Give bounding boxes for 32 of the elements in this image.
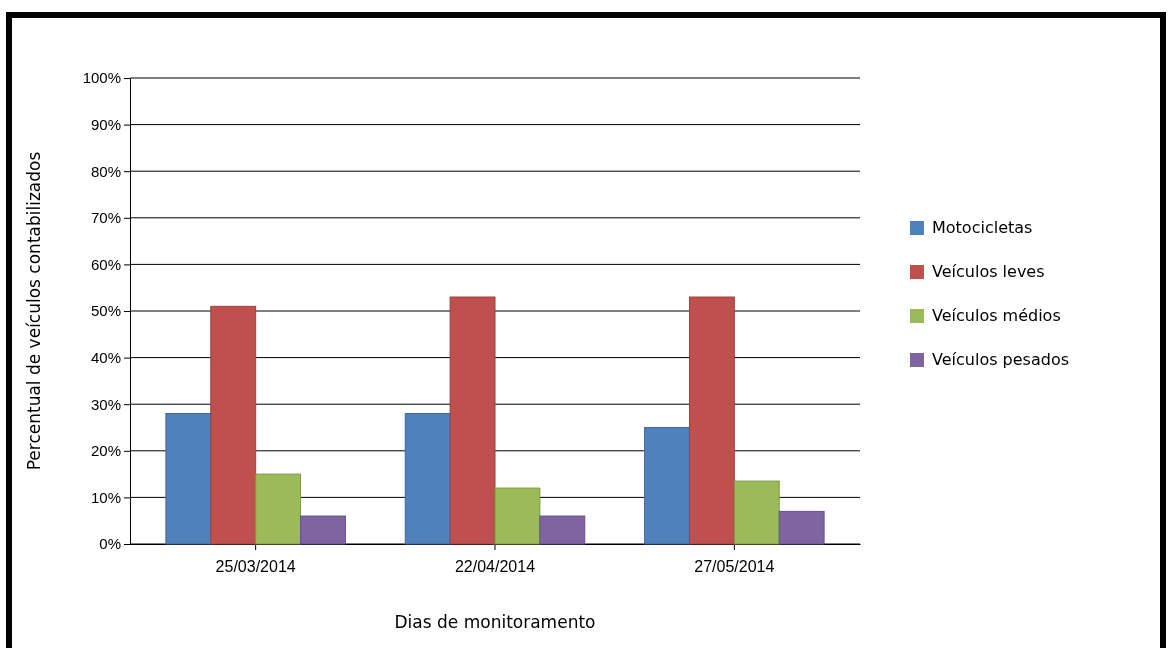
bar — [733, 480, 780, 545]
bar — [210, 305, 257, 545]
y-tick-label: 90% — [90, 115, 121, 133]
y-tick-label: 10% — [90, 488, 121, 506]
y-axis-title: Percentual de veículos contabilizados — [24, 151, 44, 471]
y-tick-label: 100% — [82, 69, 121, 87]
y-tick-label: 0% — [99, 535, 121, 553]
x-axis-title: Dias de monitoramento — [394, 612, 596, 632]
y-tick-label: 70% — [90, 209, 121, 227]
y-tick-label: 80% — [90, 162, 121, 180]
bar — [255, 473, 302, 545]
bar — [449, 296, 496, 545]
y-tick-label: 40% — [90, 348, 121, 366]
bar — [688, 296, 735, 545]
bar — [494, 487, 541, 545]
legend-label: Veículos leves — [932, 262, 1045, 281]
x-tick-label: 25/03/2014 — [215, 558, 296, 576]
legend-label: Veículos médios — [932, 306, 1061, 325]
y-tick-label: 20% — [90, 442, 121, 460]
legend-label: Veículos pesados — [932, 350, 1070, 369]
bar — [539, 515, 586, 545]
x-tick-label: 22/04/2014 — [454, 558, 536, 576]
legend-label: Motocicletas — [932, 218, 1033, 237]
y-tick-label: 60% — [90, 255, 121, 273]
x-tick-label: 27/05/2014 — [694, 558, 775, 576]
bar — [165, 413, 212, 545]
bar — [300, 515, 346, 545]
bar — [404, 413, 451, 545]
bar — [644, 427, 690, 545]
y-tick-label: 30% — [90, 395, 121, 413]
y-tick-label: 50% — [90, 302, 121, 320]
bar — [778, 510, 825, 545]
